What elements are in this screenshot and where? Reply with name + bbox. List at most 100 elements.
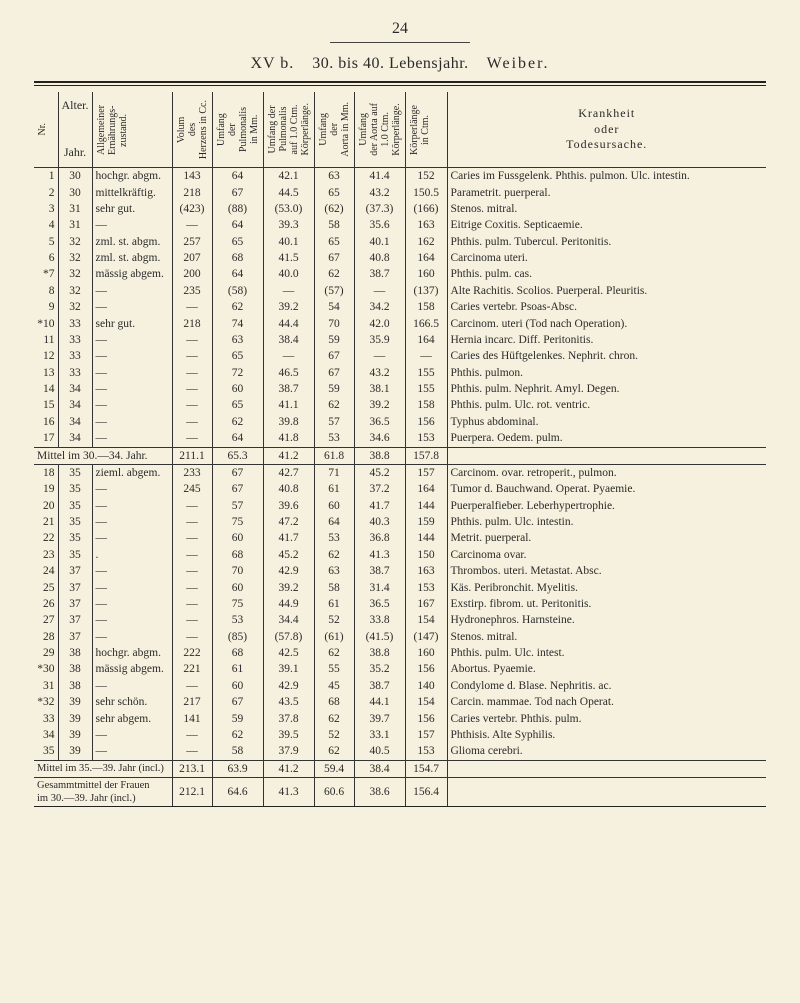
cell: mässig abgem. [92, 661, 172, 677]
cell: 32 [58, 283, 92, 299]
cell: sehr gut. [92, 201, 172, 217]
cell: 40.5 [354, 743, 405, 760]
cell: Phthis. pulm. Ulc. intestin. [447, 514, 766, 530]
cell: 39 [58, 711, 92, 727]
cell: — [92, 365, 172, 381]
cell: 156 [405, 661, 447, 677]
cell: (166) [405, 201, 447, 217]
table-row: 1233——65—67——Caries des Hüftgelenkes. Ne… [34, 348, 766, 364]
cell: 38.8 [354, 447, 405, 464]
cell: 34.6 [354, 430, 405, 447]
cell: 211.1 [172, 447, 212, 464]
cell: — [92, 727, 172, 743]
cell: 65 [212, 234, 263, 250]
cell [447, 760, 766, 777]
cell: 38 [58, 645, 92, 661]
cell: 34 [58, 397, 92, 413]
cell: 16 [34, 414, 58, 430]
cell: 153 [405, 580, 447, 596]
cell: . [92, 547, 172, 563]
top-double-rule-2 [34, 85, 766, 86]
hdr-korper: Körperlängein Ctm. [405, 92, 447, 168]
cell: 65 [314, 234, 354, 250]
table-row: 2837——(85)(57.8)(61)(41.5)(147)Stenos. m… [34, 629, 766, 645]
cell: 207 [172, 250, 212, 266]
cell: — [172, 727, 212, 743]
data-table: Nr. Alter. Jahr. AllgemeinerErnährungs-z… [34, 92, 766, 807]
cell: 61 [314, 481, 354, 497]
cell: 63 [314, 168, 354, 185]
cell: 37.2 [354, 481, 405, 497]
cell: 41.1 [263, 397, 314, 413]
hdr-umf-aorta-ctm: Umfangder Aorta auf1.0 Ctm.Körperlänge. [354, 92, 405, 168]
cell: 157 [405, 464, 447, 481]
cell: 64 [314, 514, 354, 530]
cell: mässig abgem. [92, 266, 172, 282]
cell: 42.0 [354, 316, 405, 332]
cell: (41.5) [354, 629, 405, 645]
table-row: 932——6239.25434.2158Caries vertebr. Psoa… [34, 299, 766, 315]
cell: 40.3 [354, 514, 405, 530]
cell: 200 [172, 266, 212, 282]
cell: Phthis. pulmon. [447, 365, 766, 381]
cell: 35.6 [354, 217, 405, 233]
cell: 31.4 [354, 580, 405, 596]
cell: Condylome d. Blase. Nephritis. ac. [447, 678, 766, 694]
cell: 245 [172, 481, 212, 497]
cell: 46.5 [263, 365, 314, 381]
cell: 218 [172, 316, 212, 332]
cell: 41.7 [354, 498, 405, 514]
cell: 143 [172, 168, 212, 185]
cell: 154.7 [405, 760, 447, 777]
table-body: 130hochgr. abgm.1436442.16341.4152Caries… [34, 168, 766, 807]
cell: 53 [314, 530, 354, 546]
cell: 15 [34, 397, 58, 413]
cell: 20 [34, 498, 58, 514]
cell: 163 [405, 563, 447, 579]
cell: 45 [314, 678, 354, 694]
cell: (88) [212, 201, 263, 217]
cell: 57 [314, 414, 354, 430]
cell: 62 [314, 711, 354, 727]
cell: hochgr. abgm. [92, 168, 172, 185]
cell [447, 778, 766, 807]
table-row: 431——6439.35835.6163Eitrige Coxitis. Sep… [34, 217, 766, 233]
cell: 55 [314, 661, 354, 677]
cell: 39.8 [263, 414, 314, 430]
cell: 2 [34, 185, 58, 201]
cell: *7 [34, 266, 58, 282]
cell: — [172, 217, 212, 233]
cell: 38.7 [354, 563, 405, 579]
cell: 62 [314, 743, 354, 760]
cell: — [92, 217, 172, 233]
cell: — [92, 381, 172, 397]
cell: 53 [314, 430, 354, 447]
hdr-volum: VolumdesHerzens in Cc. [172, 92, 212, 168]
cell: 17 [34, 430, 58, 447]
cell: — [172, 498, 212, 514]
cell: 35.9 [354, 332, 405, 348]
cell: 67 [314, 365, 354, 381]
cell: — [92, 514, 172, 530]
cell: — [92, 397, 172, 413]
cell: Stenos. mitral. [447, 201, 766, 217]
cell: — [263, 283, 314, 299]
cell: 52 [314, 612, 354, 628]
cell: 43.2 [354, 365, 405, 381]
cell: 38 [58, 661, 92, 677]
cell: zml. st. abgm. [92, 234, 172, 250]
hdr-krankheit: KrankheitoderTodesursache. [447, 92, 766, 168]
cell: — [172, 299, 212, 315]
cell: 67 [212, 481, 263, 497]
cell: 64 [212, 168, 263, 185]
cell: — [172, 530, 212, 546]
cell: — [92, 348, 172, 364]
cell: 70 [212, 563, 263, 579]
cell: 38.8 [354, 645, 405, 661]
cell: 35.2 [354, 661, 405, 677]
cell: 45.2 [354, 464, 405, 481]
cell: 39.1 [263, 661, 314, 677]
cell: (53.0) [263, 201, 314, 217]
cell: 53 [212, 612, 263, 628]
cell: 144 [405, 530, 447, 546]
